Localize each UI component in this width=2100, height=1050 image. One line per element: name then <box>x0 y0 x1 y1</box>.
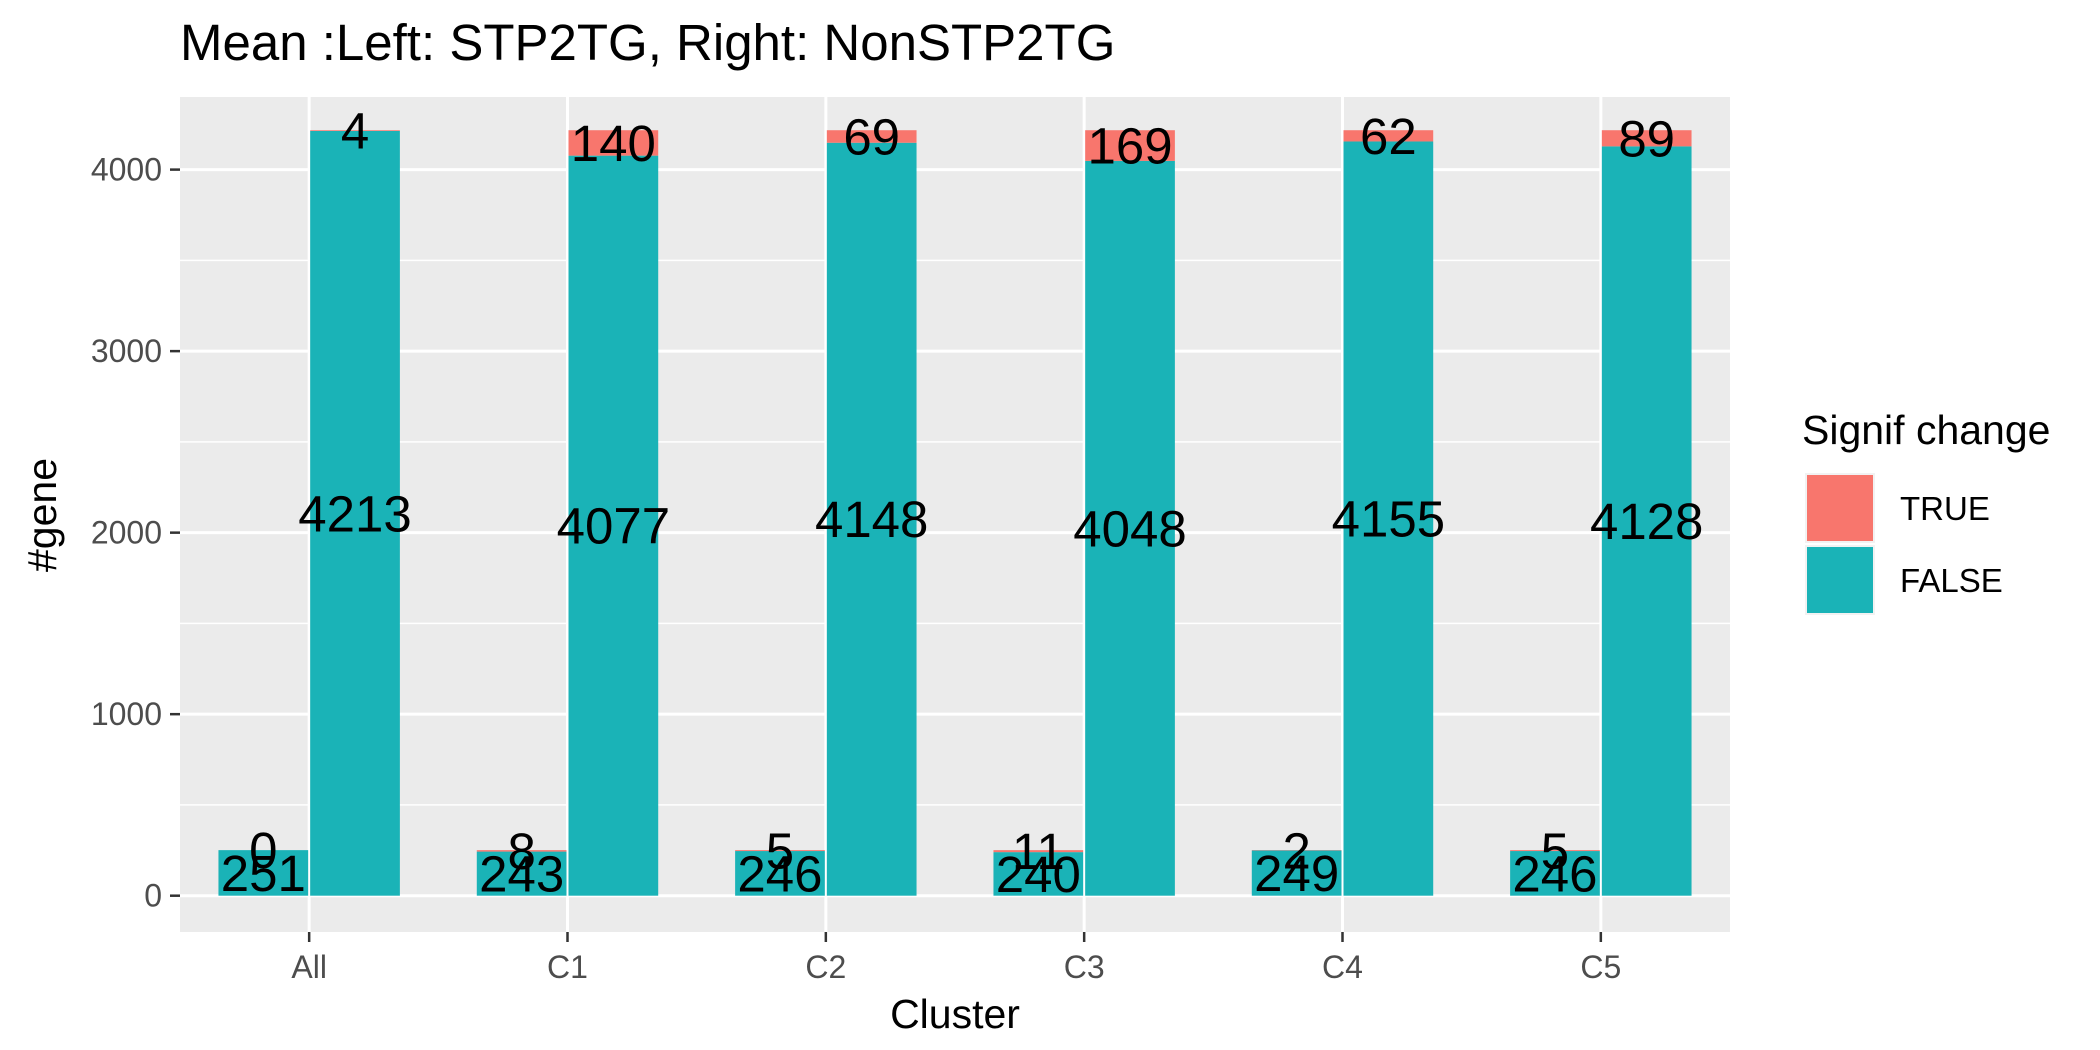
y-tick-label: 2000 <box>91 515 162 551</box>
data-label-nonstp2tg-true: 4 <box>341 103 369 160</box>
x-axis-title: Cluster <box>890 991 1020 1037</box>
bar-stp2tg-true <box>735 850 825 852</box>
bar-stp2tg-false <box>1251 850 1342 896</box>
x-axis: All C1 C2 C3 C4 C5 <box>291 932 1621 985</box>
bar-nonstp2tg-true <box>1343 130 1434 142</box>
bars-layer <box>218 130 1692 896</box>
y-axis-title: #gene <box>19 458 65 572</box>
legend-items: TRUE FALSE <box>1805 473 2003 615</box>
bar-stp2tg-true <box>993 850 1084 853</box>
bar-nonstp2tg-true <box>1601 130 1692 147</box>
data-label-stp2tg-true: 2 <box>1282 822 1310 879</box>
data-label-stp2tg-true: 11 <box>1012 823 1065 880</box>
data-label-nonstp2tg-false: 4148 <box>815 491 928 548</box>
bar-nonstp2tg-true <box>1085 130 1175 161</box>
bar-stp2tg-true <box>476 850 567 852</box>
x-tick-label: C5 <box>1580 949 1621 985</box>
y-tick-label: 4000 <box>91 152 162 188</box>
data-label-stp2tg-true: 8 <box>507 823 535 880</box>
plot-panel <box>180 97 1730 932</box>
bar-nonstp2tg-false <box>568 155 659 896</box>
x-tick-label: C4 <box>1322 949 1363 985</box>
data-label-stp2tg-false: 246 <box>1512 845 1597 902</box>
x-tick-label: C3 <box>1064 949 1105 985</box>
bar-nonstp2tg-true <box>310 130 400 131</box>
x-tick-label: C2 <box>805 949 846 985</box>
legend-label-true: TRUE <box>1900 490 1990 527</box>
legend-label-false: FALSE <box>1900 562 2003 599</box>
data-label-stp2tg-true: 0 <box>249 822 277 879</box>
x-tick-label: All <box>291 949 327 985</box>
grid-layer <box>180 97 1730 932</box>
data-label-stp2tg-false: 249 <box>1254 845 1339 902</box>
data-label-stp2tg-true: 5 <box>766 823 794 880</box>
bar-stp2tg-false <box>993 852 1084 896</box>
data-label-nonstp2tg-true: 62 <box>1360 108 1417 165</box>
bar-nonstp2tg-false <box>826 142 917 896</box>
data-label-stp2tg-false: 243 <box>479 846 564 903</box>
legend: Signif change TRUE FALSE <box>1802 407 2050 615</box>
bar-nonstp2tg-true <box>568 130 659 156</box>
data-label-nonstp2tg-false: 4077 <box>557 498 670 555</box>
data-label-nonstp2tg-false: 4128 <box>1590 493 1703 550</box>
bar-stp2tg-false <box>1510 851 1600 896</box>
legend-swatch-false <box>1807 547 1873 613</box>
data-label-nonstp2tg-true: 89 <box>1618 110 1675 167</box>
bar-stp2tg-true <box>1510 850 1600 852</box>
bar-nonstp2tg-true <box>826 130 917 143</box>
data-label-nonstp2tg-true: 140 <box>571 115 656 172</box>
bar-nonstp2tg-false <box>1601 146 1692 896</box>
bar-stp2tg-false <box>735 851 825 896</box>
data-label-stp2tg-false: 240 <box>996 846 1081 903</box>
data-label-stp2tg-true: 5 <box>1541 823 1569 880</box>
legend-title: Signif change <box>1802 407 2050 453</box>
legend-swatch-true <box>1807 475 1873 541</box>
data-label-nonstp2tg-false: 4213 <box>298 485 411 542</box>
bar-stp2tg-false <box>476 851 567 896</box>
data-label-nonstp2tg-false: 4048 <box>1073 500 1186 557</box>
bar-nonstp2tg-false <box>1085 160 1175 896</box>
y-tick-label: 0 <box>144 878 162 914</box>
x-tick-label: C1 <box>547 949 588 985</box>
data-label-nonstp2tg-false: 4155 <box>1332 491 1445 548</box>
data-label-nonstp2tg-true: 169 <box>1087 118 1172 175</box>
data-label-nonstp2tg-true: 69 <box>843 108 900 165</box>
bar-stp2tg-false <box>218 850 309 896</box>
bar-nonstp2tg-false <box>1343 141 1434 896</box>
data-label-stp2tg-false: 251 <box>221 845 306 902</box>
bar-nonstp2tg-false <box>310 130 400 896</box>
y-tick-label: 1000 <box>91 696 162 732</box>
chart-title: Mean :Left: STP2TG, Right: NonSTP2TG <box>180 14 1115 71</box>
data-label-stp2tg-false: 246 <box>737 845 822 902</box>
y-axis: 0 1000 2000 3000 4000 <box>91 152 180 914</box>
y-tick-label: 3000 <box>91 333 162 369</box>
